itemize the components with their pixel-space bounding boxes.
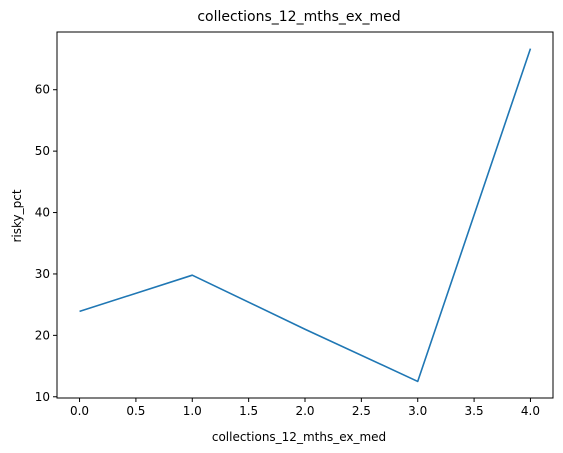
y-tick-label: 50 [35,144,50,158]
y-tick-label: 60 [35,83,50,97]
x-tick-label: 3.5 [465,404,484,418]
chart-title: collections_12_mths_ex_med [197,9,400,25]
x-tick-label: 2.0 [295,404,314,418]
x-tick-label: 0.5 [126,404,145,418]
y-tick-label: 20 [35,328,50,342]
x-tick-label: 1.5 [239,404,258,418]
plot-series [79,48,532,383]
series-line [79,48,532,383]
y-axis-label: risky_pct [10,189,24,242]
y-tick-label: 10 [35,390,50,404]
x-tick-label: 2.5 [352,404,371,418]
x-tick-label: 3.0 [408,404,427,418]
y-tick-label: 40 [35,206,50,220]
x-axis-ticks: 0.0 0.5 1.0 1.5 2.0 2.5 3.0 3.5 4.0 [70,398,540,418]
y-axis-ticks: 10 20 30 40 50 60 [35,83,57,404]
x-axis-label: collections_12_mths_ex_med [212,430,386,444]
x-tick-label: 4.0 [521,404,540,418]
x-tick-label: 0.0 [70,404,89,418]
plot-area-frame [56,31,554,399]
x-tick-label: 1.0 [183,404,202,418]
y-tick-label: 30 [35,267,50,281]
